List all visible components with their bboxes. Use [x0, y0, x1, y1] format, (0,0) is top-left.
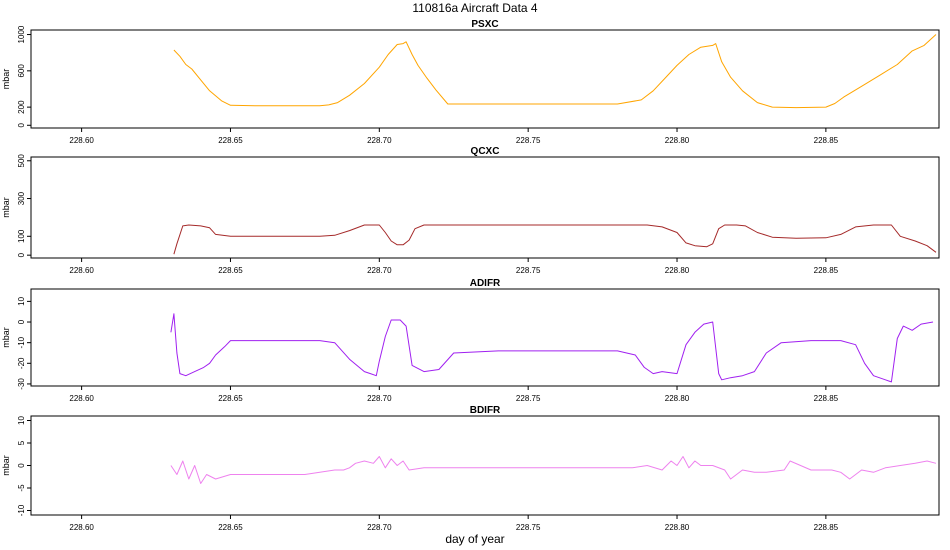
x-tick-label: 228.60	[69, 136, 94, 145]
series-line-bdifr	[170, 456, 937, 484]
y-tick-label: -10	[17, 504, 26, 516]
x-tick-label: 228.60	[69, 266, 94, 275]
x-tick-label: 228.80	[665, 136, 690, 145]
x-tick-label: 228.85	[814, 523, 839, 532]
panel-bdifr: BDIFR mbar 228.60 228.65 228.70 228.75 228.80 2…	[1, 405, 940, 532]
panel-qcxc: QCXC mbar 228.60 228.65 228.70 228.75 228.80 22…	[1, 146, 940, 275]
x-axis-label: day of year	[445, 532, 504, 546]
y-tick-label: 0	[17, 252, 26, 257]
x-tick-label: 228.65	[218, 266, 243, 275]
y-tick-label: 200	[17, 100, 26, 114]
y-tick-label: 0	[17, 463, 26, 468]
panel-title: QCXC	[471, 146, 500, 157]
y-axis-label: mbar	[1, 455, 11, 476]
x-tick-label: 228.75	[516, 266, 541, 275]
plot-frame	[30, 29, 940, 129]
y-axis-label: mbar	[1, 327, 11, 348]
y-tick-label: 1000	[17, 25, 26, 43]
x-tick-label: 228.70	[367, 136, 392, 145]
y-tick-label: -5	[17, 484, 26, 492]
x-tick-label: 228.75	[516, 394, 541, 403]
x-tick-label: 228.65	[218, 394, 243, 403]
panel-title: PSXC	[471, 19, 498, 30]
y-tick-label: -30	[17, 378, 26, 390]
x-tick-label: 228.65	[218, 523, 243, 532]
panel-title: BDIFR	[470, 405, 501, 416]
y-axis-label: mbar	[1, 69, 11, 90]
x-tick-label: 228.70	[367, 266, 392, 275]
y-tick-label: 0	[17, 319, 26, 324]
plot-frame	[30, 156, 940, 259]
panel-psxc: PSXC mbar 228.60 228.65 228.70 228.75 228.80 22…	[1, 19, 940, 145]
x-tick-label: 228.60	[69, 394, 94, 403]
plot-frame	[30, 415, 940, 516]
x-tick-label: 228.80	[665, 523, 690, 532]
panels-group: PSXC mbar 228.60 228.65 228.70 228.75 228.80 22…	[1, 19, 940, 532]
series-line-adifr	[170, 313, 934, 383]
panel-adifr: ADIFR mbar 228.60 228.65 228.70 228.75 228.80 2…	[1, 278, 940, 403]
y-tick-label: -10	[17, 336, 26, 348]
y-axis-label: mbar	[1, 197, 11, 218]
y-tick-label: 5	[17, 440, 26, 445]
x-tick-label: 228.85	[814, 394, 839, 403]
x-tick-label: 228.60	[69, 523, 94, 532]
x-tick-label: 228.85	[814, 136, 839, 145]
plot-frame	[30, 288, 940, 387]
x-tick-label: 228.75	[516, 523, 541, 532]
x-tick-label: 228.85	[814, 266, 839, 275]
y-tick-label: 500	[17, 154, 26, 168]
series-line-qcxc	[173, 224, 937, 255]
y-tick-label: 10	[17, 296, 26, 305]
x-tick-label: 228.65	[218, 136, 243, 145]
x-tick-label: 228.80	[665, 394, 690, 403]
x-tick-label: 228.75	[516, 136, 541, 145]
y-tick-label: 0	[17, 123, 26, 128]
y-tick-label: -20	[17, 357, 26, 369]
y-tick-label: 10	[17, 416, 26, 425]
x-tick-label: 228.70	[367, 394, 392, 403]
series-line-psxc	[173, 34, 937, 109]
x-tick-label: 228.80	[665, 266, 690, 275]
panel-title: ADIFR	[470, 278, 501, 289]
y-tick-label: 300	[17, 191, 26, 205]
x-tick-label: 228.70	[367, 523, 392, 532]
y-tick-label: 100	[17, 229, 26, 243]
figure-title: 110816a Aircraft Data 4	[412, 1, 538, 15]
y-tick-label: 600	[17, 64, 26, 78]
